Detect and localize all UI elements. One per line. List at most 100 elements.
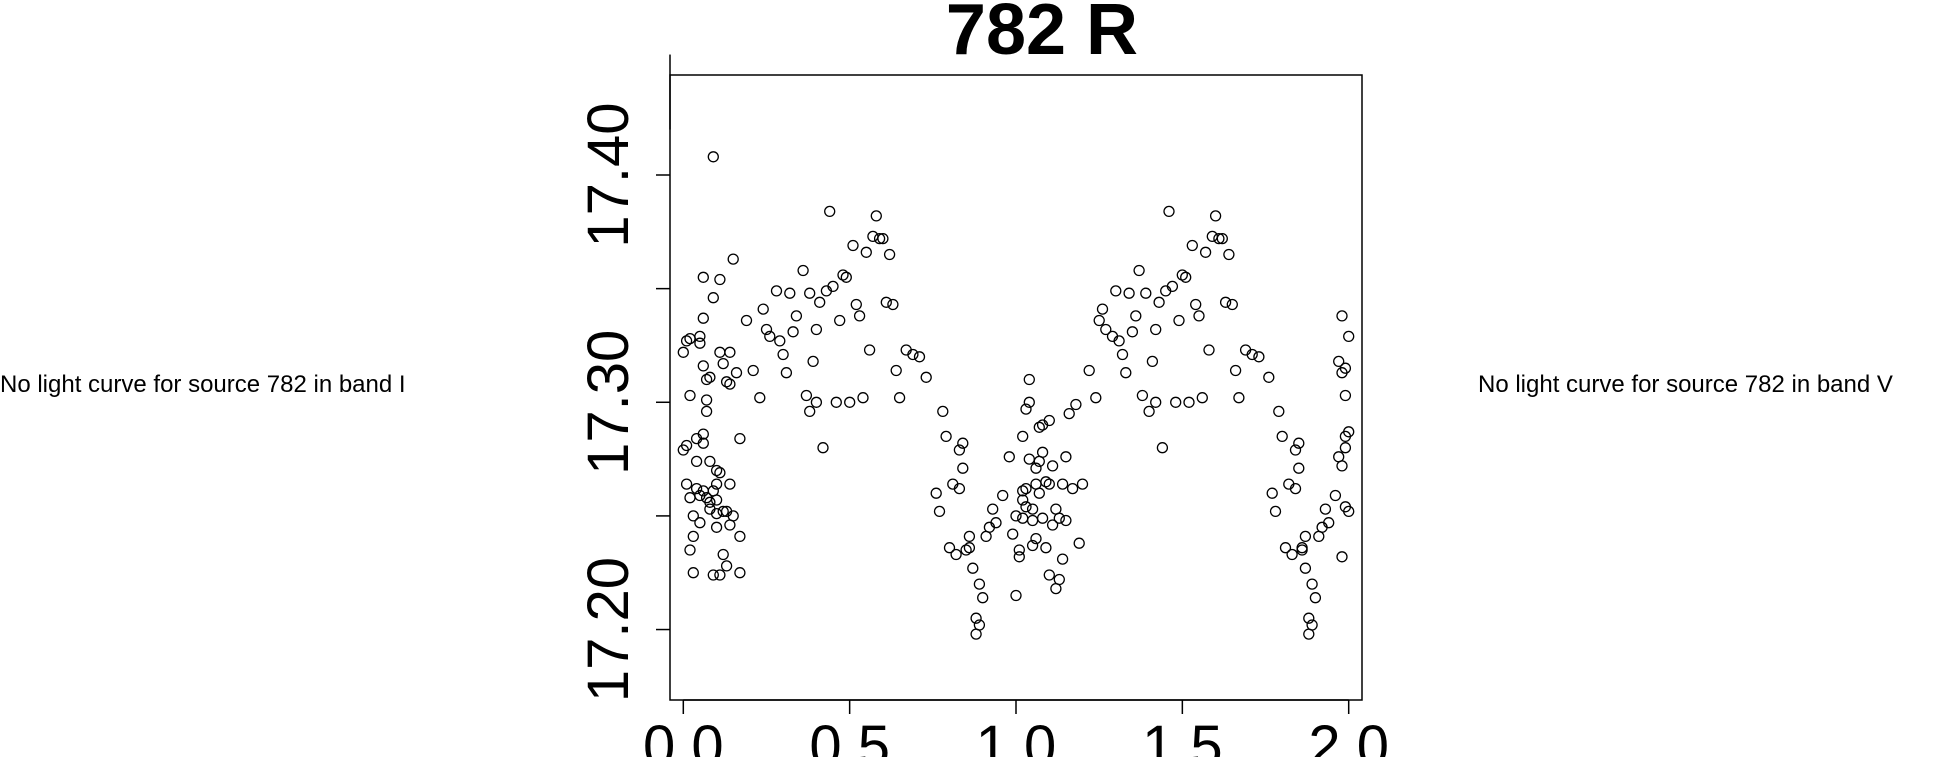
data-point (1036, 446, 1049, 458)
data-point (1026, 539, 1039, 552)
data-point (697, 312, 709, 324)
data-point (1036, 512, 1049, 524)
data-point (1306, 578, 1318, 590)
data-point (1017, 485, 1029, 497)
data-point (943, 542, 956, 554)
data-point (1279, 542, 1292, 554)
plot-frame (669, 74, 1363, 701)
data-point (1190, 298, 1202, 311)
data-point (704, 496, 716, 508)
data-points (677, 151, 1355, 640)
data-point (710, 494, 723, 506)
data-point (1136, 389, 1149, 402)
data-point (834, 314, 846, 327)
data-point (1073, 537, 1085, 549)
data-point (714, 346, 726, 358)
data-point (1046, 460, 1059, 472)
data-point (1053, 512, 1065, 524)
data-point (1209, 210, 1222, 222)
data-point (714, 569, 726, 581)
data-point (920, 371, 932, 383)
data-point (1276, 430, 1288, 443)
data-point (740, 314, 753, 327)
data-point (1033, 421, 1045, 433)
data-point (857, 392, 869, 404)
data-point (734, 567, 746, 579)
data-point (770, 285, 783, 297)
data-point (1319, 503, 1332, 515)
data-point (680, 439, 693, 452)
data-point (1293, 462, 1305, 474)
data-point (830, 396, 842, 408)
data-point (1096, 303, 1109, 315)
data-point (787, 326, 799, 338)
data-point (704, 455, 716, 468)
data-point (867, 230, 879, 243)
data-point (1010, 510, 1022, 522)
data-point (680, 478, 693, 490)
data-point (930, 487, 942, 499)
data-point (694, 330, 706, 343)
data-point (1026, 503, 1039, 515)
data-point (883, 248, 896, 261)
data-point (1336, 460, 1348, 472)
data-point (973, 578, 986, 590)
data-point (1343, 505, 1355, 518)
data-point (1023, 396, 1035, 408)
data-point (850, 298, 862, 311)
data-point (797, 264, 809, 277)
data-point (1020, 501, 1032, 513)
data-point (1196, 392, 1208, 404)
data-point (963, 542, 976, 554)
data-point (814, 296, 826, 308)
data-point (694, 517, 706, 529)
data-point (1056, 553, 1069, 565)
data-point (1299, 530, 1312, 543)
data-point (697, 428, 709, 440)
data-point (1163, 205, 1175, 218)
data-point (684, 544, 696, 556)
data-point (873, 232, 886, 245)
data-point (1329, 489, 1342, 502)
data-point (1030, 462, 1042, 474)
data-point (697, 271, 709, 283)
data-point (1146, 355, 1159, 368)
data-point (1100, 323, 1112, 336)
data-point (707, 151, 719, 163)
data-point (1170, 396, 1182, 408)
data-point (707, 292, 719, 304)
data-point (774, 335, 786, 347)
right-note: No light curve for source 782 in band V (1478, 371, 1893, 398)
data-point (1289, 482, 1302, 495)
data-point (1013, 551, 1025, 563)
data-point (687, 510, 699, 522)
data-point (720, 560, 733, 572)
y-tick-label: 17.20 (576, 557, 641, 702)
data-point (1126, 326, 1139, 338)
data-point (1133, 264, 1145, 277)
data-point (1339, 430, 1352, 443)
data-point (677, 346, 689, 358)
data-point (1043, 414, 1055, 427)
data-point (907, 348, 919, 361)
left-note: No light curve for source 782 in band I (0, 371, 406, 398)
data-point (933, 505, 946, 518)
data-point (1113, 335, 1125, 347)
data-point (697, 360, 709, 372)
data-point (957, 462, 969, 474)
data-point (1017, 512, 1029, 524)
data-point (1333, 355, 1345, 368)
data-point (700, 394, 713, 406)
data-point (1176, 269, 1188, 281)
data-point (973, 619, 986, 631)
data-point (1303, 612, 1315, 624)
data-point (1026, 514, 1039, 527)
data-point (1336, 551, 1348, 563)
data-point (1199, 246, 1212, 258)
y-axis: 17.20 17.30 17.40 (576, 54, 671, 702)
data-point (724, 346, 736, 358)
data-point (1273, 405, 1285, 418)
data-point (893, 392, 906, 404)
x-tick-label: 2.0 (1308, 714, 1389, 757)
data-point (707, 569, 719, 581)
